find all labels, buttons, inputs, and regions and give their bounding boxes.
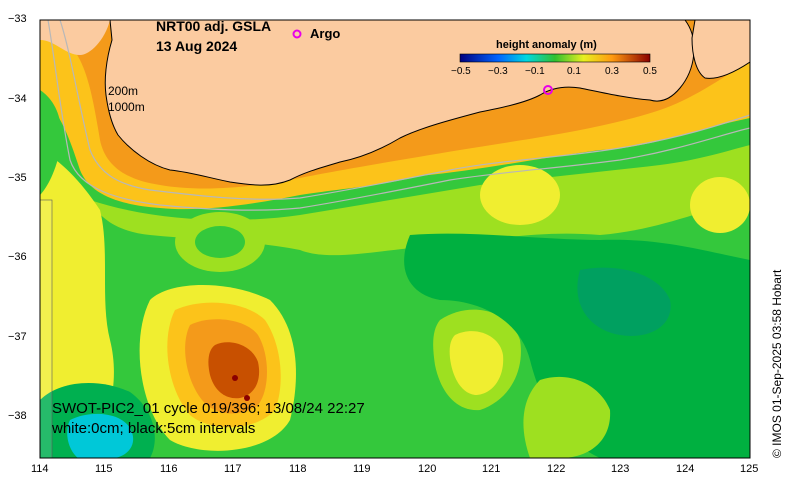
colorbar-tick: −0.3 bbox=[488, 66, 508, 77]
colorbar bbox=[459, 53, 651, 63]
colorbar-tick: −0.1 bbox=[525, 66, 545, 77]
y-tick-label: −34 bbox=[8, 93, 27, 105]
isobath-200m bbox=[59, 20, 750, 200]
east-yellow-lobe bbox=[690, 177, 750, 233]
argo-legend-marker bbox=[292, 29, 302, 39]
land-east-peninsula bbox=[691, 20, 750, 79]
colorbar-title: height anomaly (m) bbox=[496, 39, 597, 51]
y-tick-label: −38 bbox=[8, 410, 27, 422]
x-tick-label: 119 bbox=[353, 463, 371, 475]
y-tick-label: −35 bbox=[8, 172, 27, 184]
isobath-label-200m: 200m bbox=[108, 84, 139, 98]
argo-float bbox=[244, 395, 250, 401]
x-tick-label: 118 bbox=[289, 463, 307, 475]
isobath-label-1000m: 1000m bbox=[108, 100, 145, 114]
isobath-1000m bbox=[47, 20, 750, 211]
colorbar-tick: 0.5 bbox=[643, 66, 657, 77]
contour-interval-info: white:0cm; black:5cm intervals bbox=[52, 420, 256, 437]
map-date: 13 Aug 2024 bbox=[156, 38, 238, 54]
x-tick-label: 120 bbox=[418, 463, 437, 475]
yellow-blob-east bbox=[480, 165, 560, 225]
map-product-title: NRT00 adj. GSLA bbox=[156, 18, 272, 34]
x-tick-label: 117 bbox=[224, 463, 242, 475]
colorbar-tick: 0.1 bbox=[567, 66, 581, 77]
x-tick-label: 124 bbox=[676, 463, 695, 475]
land-southwest-corner bbox=[40, 20, 110, 55]
colorbar-tick: 0.3 bbox=[605, 66, 619, 77]
central-yellow-core bbox=[449, 331, 504, 395]
y-tick-label: −37 bbox=[8, 331, 27, 343]
plot-frame bbox=[39, 19, 751, 459]
colorbar-tick: −0.5 bbox=[451, 66, 471, 77]
argo-float bbox=[543, 85, 553, 95]
north-eddy-core bbox=[195, 226, 245, 258]
x-tick-label: 123 bbox=[611, 463, 630, 475]
west-yellow-region bbox=[40, 150, 114, 458]
swot-pass-info: SWOT-PIC2_01 cycle 019/396; 13/08/24 22:… bbox=[52, 400, 365, 417]
south-yellow-patch bbox=[523, 376, 611, 458]
argo-legend-label: Argo bbox=[310, 26, 341, 41]
x-tick-label: 125 bbox=[740, 463, 759, 475]
x-tick-label: 122 bbox=[547, 463, 566, 475]
southwest-strong-low bbox=[67, 413, 134, 458]
x-tick-label: 121 bbox=[482, 463, 501, 475]
west-green-edge bbox=[40, 90, 62, 195]
argo-float bbox=[232, 375, 238, 381]
imos-credit: © IMOS 01-Sep-2025 03:58 Hobart bbox=[770, 269, 784, 458]
x-tick-label: 114 bbox=[31, 463, 49, 475]
y-tick-label: −33 bbox=[8, 13, 27, 25]
swot-swath bbox=[40, 199, 53, 458]
eddy-core bbox=[208, 342, 260, 399]
y-tick-label: −36 bbox=[8, 251, 27, 263]
east-lower-patch bbox=[577, 267, 671, 336]
x-tick-label: 116 bbox=[160, 463, 178, 475]
x-tick-label: 115 bbox=[95, 463, 113, 475]
